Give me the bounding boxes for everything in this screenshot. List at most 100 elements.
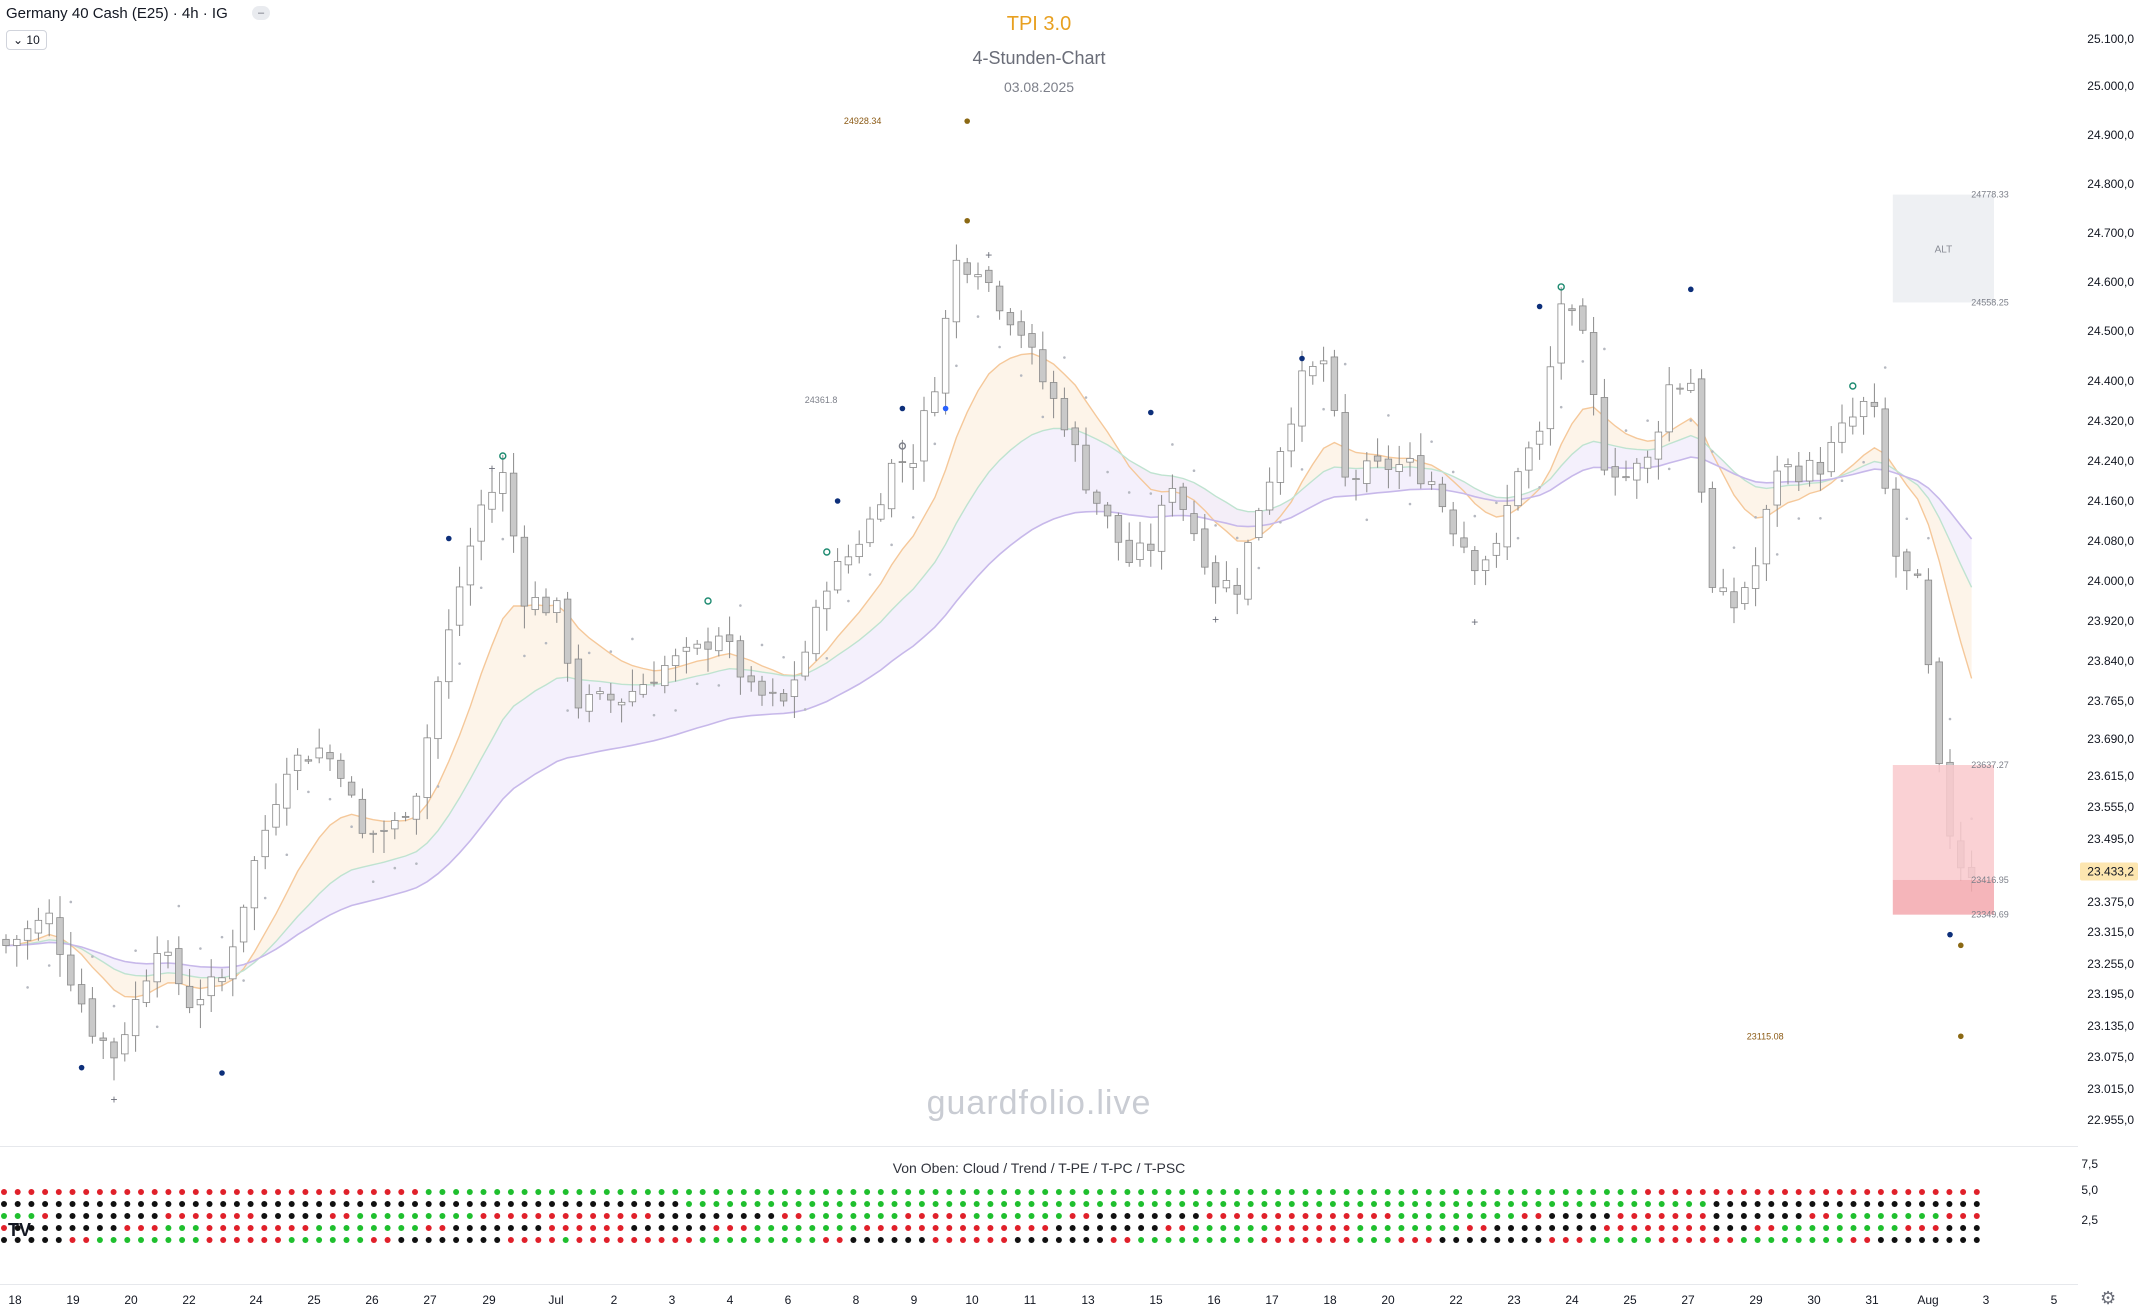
trailing-stop-dot: [674, 709, 677, 712]
oscillator-dot: [248, 1237, 254, 1243]
oscillator-dot: [1234, 1237, 1240, 1243]
oscillator-dot: [1111, 1201, 1117, 1207]
candle-body: [154, 954, 161, 982]
oscillator-dot: [946, 1189, 952, 1195]
oscillator-dot: [453, 1237, 459, 1243]
candle-body: [662, 665, 669, 685]
oscillator-dot: [1124, 1189, 1130, 1195]
oscillator-dot: [1481, 1213, 1487, 1219]
candle-body: [510, 473, 517, 536]
candle: [89, 987, 96, 1044]
oscillator-dot: [1385, 1213, 1391, 1219]
candle: [1266, 467, 1273, 514]
oscillator-dot: [837, 1201, 843, 1207]
signal-plus-marker: +: [488, 462, 495, 476]
trailing-stop-dot: [869, 573, 872, 576]
oscillator-dot: [467, 1189, 473, 1195]
oscillator-dot: [987, 1213, 993, 1219]
oscillator-dot: [892, 1225, 898, 1231]
oscillator-dot: [1453, 1237, 1459, 1243]
trailing-stop-dot: [523, 655, 526, 658]
candle: [359, 788, 366, 838]
oscillator-dot: [1207, 1225, 1213, 1231]
oscillator-dot: [1618, 1225, 1624, 1231]
oscillator-dot: [1029, 1225, 1035, 1231]
candle: [122, 1022, 129, 1061]
candle-body: [1396, 465, 1403, 472]
oscillator-dot: [618, 1213, 624, 1219]
oscillator-dot: [344, 1237, 350, 1243]
trailing-stop-dot: [26, 986, 29, 989]
oscillator-dot: [837, 1237, 843, 1243]
candle: [1925, 568, 1932, 673]
candle-body: [435, 682, 442, 739]
candle-body: [305, 760, 312, 761]
candle-body: [1720, 588, 1727, 592]
oscillator-dot: [179, 1237, 185, 1243]
oscillator-dot: [1316, 1225, 1322, 1231]
oscillator-dot: [165, 1189, 171, 1195]
oscillator-dot: [1111, 1225, 1117, 1231]
oscillator-dot: [1015, 1237, 1021, 1243]
oscillator-dot: [261, 1213, 267, 1219]
candle: [1418, 433, 1425, 488]
candle-body: [1623, 477, 1630, 478]
price-axis-tick: 23.840,0: [2087, 654, 2134, 668]
candle-body: [845, 557, 852, 565]
oscillator-dot: [1152, 1213, 1158, 1219]
oscillator-dot: [1042, 1189, 1048, 1195]
oscillator-dot: [234, 1189, 240, 1195]
trailing-stop-dot: [955, 364, 958, 367]
oscillator-dot: [1823, 1213, 1829, 1219]
oscillator-dot: [522, 1201, 528, 1207]
oscillator-axis-tick: 2,5: [2081, 1213, 2098, 1227]
oscillator-dot: [905, 1225, 911, 1231]
signal-plus-marker: +: [985, 248, 992, 262]
oscillator-dot: [535, 1237, 541, 1243]
candle-body: [1655, 432, 1662, 459]
trailing-stop-dot: [977, 315, 980, 318]
oscillator-dot: [453, 1225, 459, 1231]
oscillator-dot: [796, 1189, 802, 1195]
oscillator-dot: [1316, 1213, 1322, 1219]
oscillator-dot: [809, 1237, 815, 1243]
oscillator-dot: [1426, 1189, 1432, 1195]
price-level-label: 24928.34: [844, 116, 882, 126]
oscillator-dot: [1303, 1189, 1309, 1195]
oscillator-dot: [1289, 1237, 1295, 1243]
oscillator-dot: [1919, 1237, 1925, 1243]
oscillator-dot: [234, 1237, 240, 1243]
candle-body: [381, 830, 388, 831]
oscillator-dot: [1303, 1213, 1309, 1219]
oscillator-dot: [302, 1225, 308, 1231]
trailing-stop-dot: [48, 964, 51, 967]
trailing-stop-dot: [329, 798, 332, 801]
oscillator-dot: [1275, 1201, 1281, 1207]
oscillator-dot: [631, 1201, 637, 1207]
candle-body: [1137, 543, 1144, 560]
oscillator-dot: [1768, 1225, 1774, 1231]
candle-body: [564, 599, 571, 663]
oscillator-dot: [1659, 1237, 1665, 1243]
oscillator-dot: [1316, 1189, 1322, 1195]
settings-gear-icon[interactable]: ⚙: [2100, 1288, 2116, 1309]
oscillator-dot: [1494, 1201, 1500, 1207]
oscillator-dot: [357, 1189, 363, 1195]
oscillator-dot: [1563, 1189, 1569, 1195]
oscillator-dot: [1768, 1189, 1774, 1195]
oscillator-dot: [563, 1213, 569, 1219]
oscillator-dot: [1631, 1213, 1637, 1219]
oscillator-dot: [1070, 1237, 1076, 1243]
signal-dot-marker: [1537, 304, 1543, 310]
candle-body: [1450, 510, 1457, 534]
candle-body: [964, 263, 971, 275]
oscillator-dot: [1741, 1201, 1747, 1207]
trailing-stop-dot: [696, 683, 699, 686]
oscillator-dot: [659, 1201, 665, 1207]
oscillator-dot: [960, 1189, 966, 1195]
oscillator-dot: [56, 1189, 62, 1195]
oscillator-dot: [97, 1189, 103, 1195]
trailing-stop-dot: [610, 650, 613, 653]
pane-separator[interactable]: [0, 1146, 2078, 1147]
oscillator-dot: [1124, 1213, 1130, 1219]
